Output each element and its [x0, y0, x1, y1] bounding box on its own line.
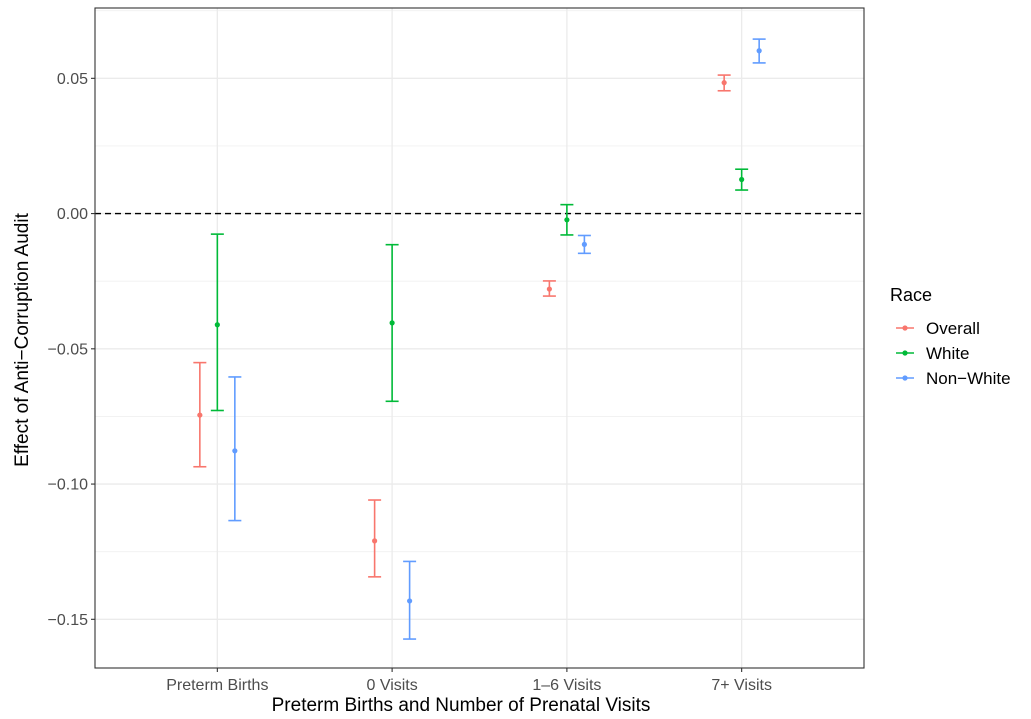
plot-panel-border	[94, 7, 865, 669]
y-tick-label: −0.10	[48, 477, 89, 494]
x-tick-label: Preterm Births	[166, 677, 268, 694]
y-tick-label: 0.00	[57, 206, 88, 223]
series-non-white	[228, 38, 766, 640]
legend-key-point	[902, 325, 908, 331]
y-axis-ticks: 0.05 0.00 −0.05 −0.10 −0.15	[48, 71, 95, 629]
legend-key-point	[902, 350, 908, 356]
x-tick-label: 0 Visits	[366, 677, 417, 694]
legend-title: Race	[890, 285, 932, 305]
series-overall	[193, 74, 731, 578]
legend-item: Overall	[896, 319, 980, 338]
data-point	[232, 448, 238, 454]
data-point	[372, 538, 378, 544]
series-layer	[193, 38, 766, 640]
data-point	[214, 322, 220, 328]
data-point	[407, 598, 413, 604]
data-point	[581, 241, 587, 248]
legend-key-point	[902, 375, 908, 381]
y-axis-title: Effect of Anti−Corruption Audit	[12, 212, 33, 466]
legend-item: Non−White	[896, 369, 1011, 388]
data-point	[756, 48, 762, 54]
data-point	[739, 176, 745, 183]
x-tick-label: 7+ Visits	[711, 677, 772, 694]
x-axis-ticks: Preterm Births 0 Visits 1–6 Visits 7+ Visit…	[166, 668, 772, 694]
x-axis-title: Preterm Births and Number of Prenatal Vi…	[272, 695, 651, 716]
grid	[95, 8, 864, 668]
data-point	[197, 412, 203, 418]
data-point	[389, 320, 395, 326]
legend: Race Overall White Non−White	[890, 285, 1011, 388]
data-point	[721, 80, 727, 86]
series-white	[210, 168, 749, 412]
y-tick-label: −0.05	[48, 341, 89, 358]
legend-label: Non−White	[926, 369, 1011, 388]
legend-label: Overall	[926, 319, 980, 338]
x-tick-label: 1–6 Visits	[532, 677, 601, 694]
legend-item: White	[896, 344, 969, 363]
y-tick-label: −0.15	[48, 612, 89, 629]
legend-items: Overall White Non−White	[896, 319, 1011, 388]
legend-label: White	[926, 344, 969, 363]
y-tick-label: 0.05	[57, 71, 88, 88]
data-point	[564, 217, 570, 223]
data-point	[546, 286, 552, 292]
